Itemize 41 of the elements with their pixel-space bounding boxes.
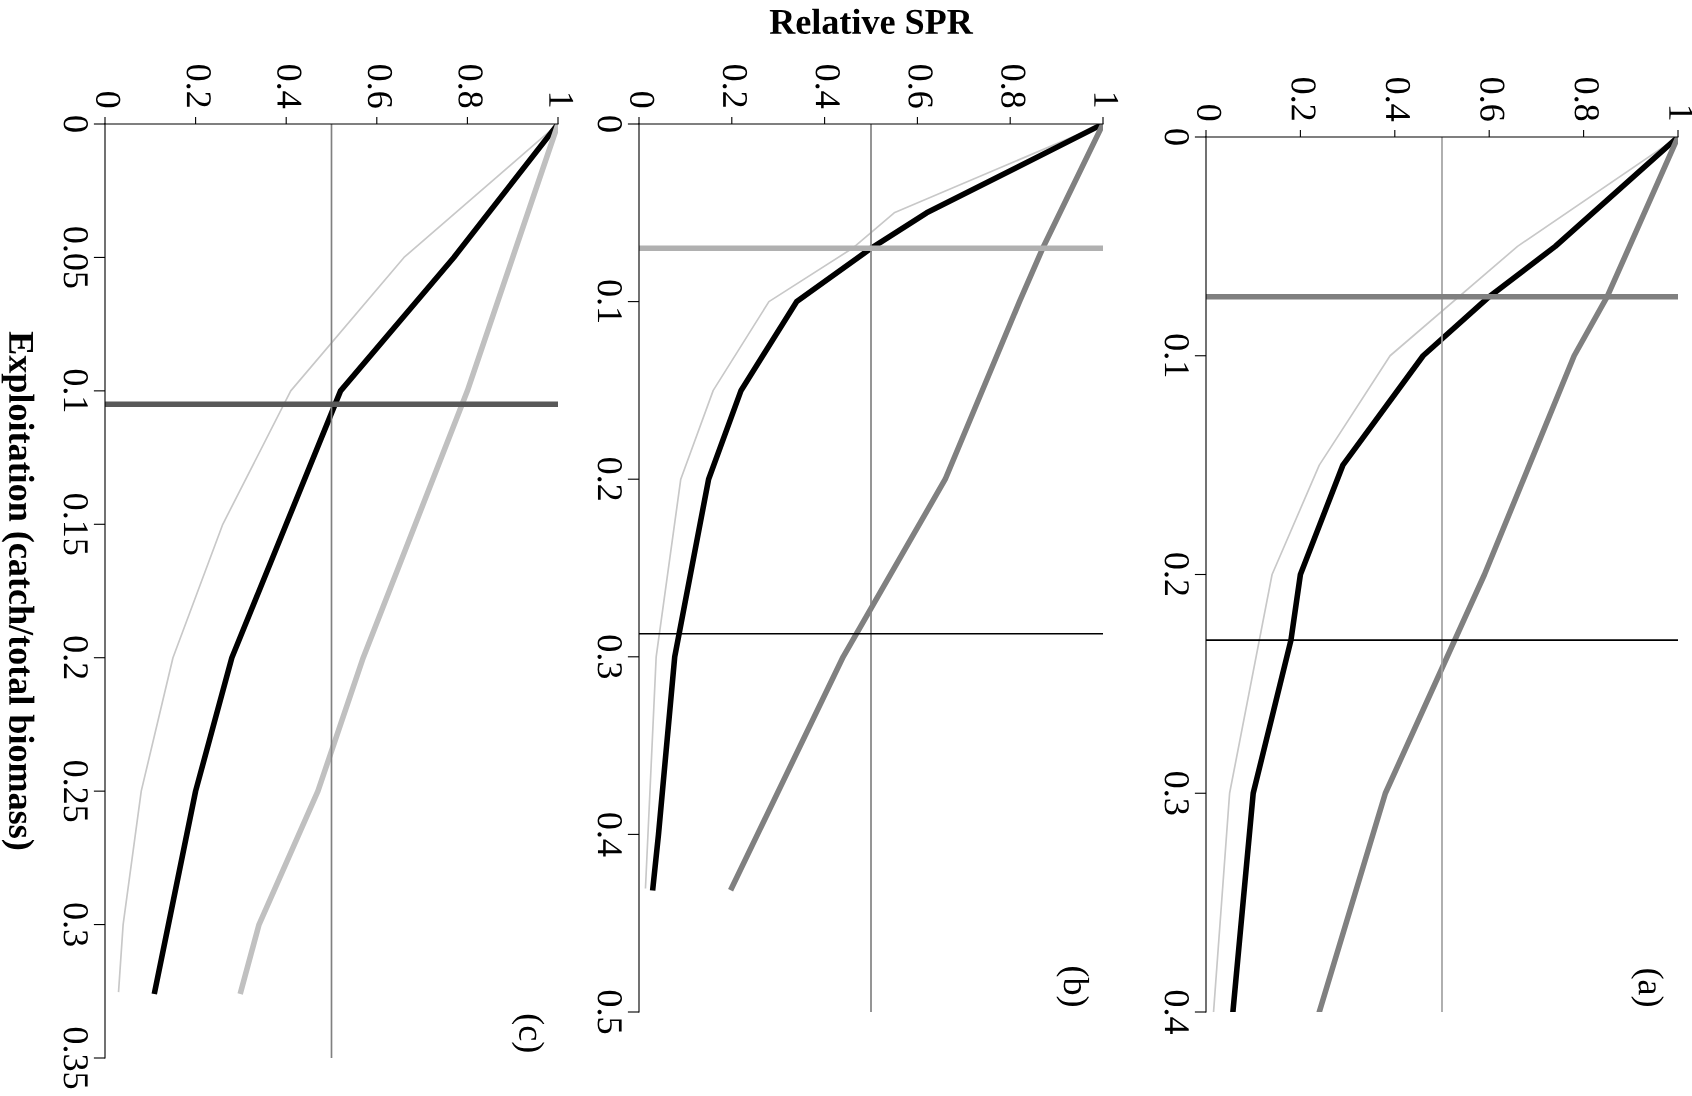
y-tick-label: 0.3 [63,903,88,946]
x-tick-label: 0.8 [1001,64,1026,108]
y-tick-label: 0 [1164,129,1189,145]
x-tick-label: 0.2 [722,64,748,107]
annotation: (a) [1631,969,1664,1007]
y-tick-label: 0.15 [63,494,88,555]
y-tick-label: 0.1 [1164,334,1189,377]
x-tick-label: 0 [629,92,655,108]
y-tick-label: 0.1 [63,369,88,412]
x-tick-label: 0.4 [277,64,302,109]
y-tick-label: 0 [63,116,88,132]
y-tick-label: 0 [597,116,622,132]
x-axis-title: Relative SPR [769,8,974,35]
y-axis-title: Exploitation (catch/total biomass) [1,331,35,850]
x-tick-label: 0.8 [1574,77,1599,121]
annotation: (b) [1056,967,1090,1006]
x-tick-label: 0.6 [367,64,393,108]
y-tick-label: 0.2 [63,636,88,679]
x-tick-label: 1 [549,93,574,107]
x-tick-label: 0 [95,92,121,108]
x-tick-label: 0.8 [458,64,483,108]
y-tick-label: 0.2 [1164,553,1189,596]
x-tick-label: 1 [1094,93,1119,107]
y-tick-label: 0.4 [597,813,622,857]
x-tick-label: 0.2 [1291,77,1316,120]
annotation: (c) [511,1014,545,1052]
y-tick-label: 0.1 [597,280,622,322]
y-tick-label: 0.4 [1164,990,1189,1035]
y-tick-label: 0.3 [1164,772,1189,815]
y-tick-label: 0.5 [597,990,622,1034]
y-tick-label: 0.05 [63,227,88,288]
x-tick-label: 0.4 [1385,77,1411,122]
x-tick-label: 0.4 [815,64,840,109]
y-tick-label: 0.25 [63,760,88,822]
x-tick-label: 0.6 [1480,77,1505,121]
x-tick-label: 0.6 [908,64,933,108]
x-tick-label: 0 [1196,105,1222,121]
y-tick-label: 0.3 [597,635,622,678]
y-tick-label: 0.2 [597,458,622,500]
x-tick-label: 0.2 [186,64,211,107]
y-tick-label: 0.35 [63,1027,88,1089]
